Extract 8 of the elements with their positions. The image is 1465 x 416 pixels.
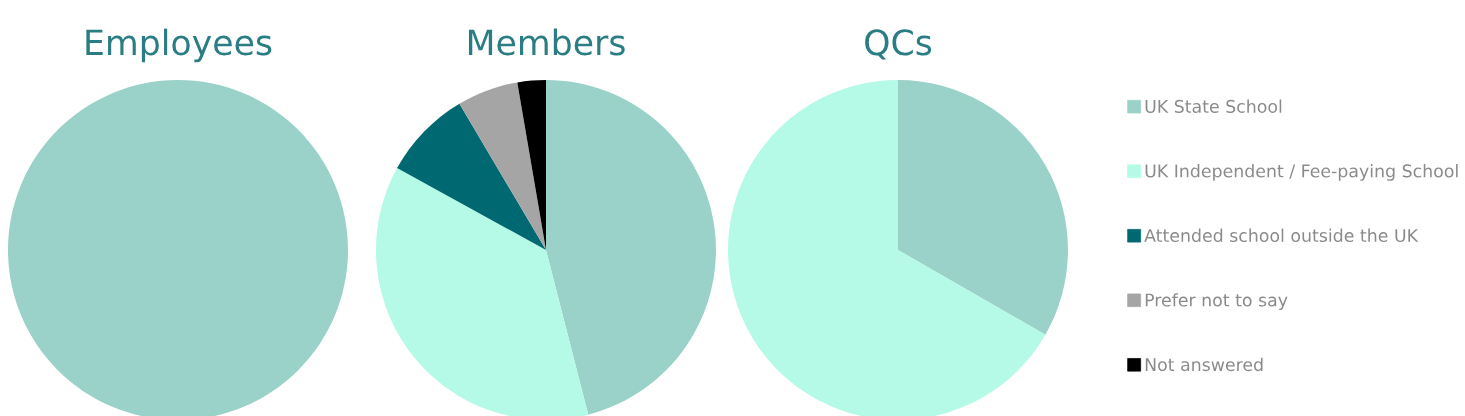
chart-title: QCs bbox=[865, 29, 932, 60]
chart-title: Members bbox=[468, 28, 625, 56]
legend-label: UK State School bbox=[1145, 99, 1282, 113]
legend-label: UK Independent / Fee-paying School bbox=[1145, 164, 1458, 181]
legend-label: Prefer not to say bbox=[1145, 293, 1288, 310]
chart-title: Employees bbox=[86, 28, 272, 63]
legend-label: Attended school outside the UK bbox=[1144, 228, 1419, 243]
legend-label: Not answered bbox=[1145, 357, 1263, 372]
